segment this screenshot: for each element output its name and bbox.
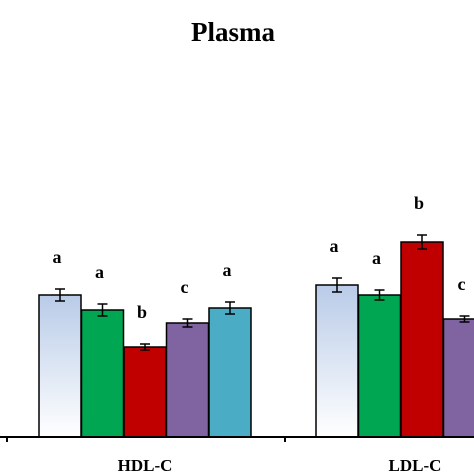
bar-ldl-series-1 [315,284,359,438]
significance-label-hdl-series-3: b [137,302,147,322]
significance-label-hdl-series-1: a [53,247,62,267]
bar-hdl-series-5 [208,307,252,438]
category-label-ldl: LDL-C [389,456,442,474]
plot-area: a a a a b b c c a [38,193,474,438]
bar-ldl-series-4 [442,318,474,438]
bar-hdl-series-3 [123,346,167,438]
significance-label-ldl-series-4: c [458,274,466,294]
category-label-hdl: HDL-C [118,456,173,474]
significance-label-hdl-series-4: c [181,277,189,297]
significance-label-ldl-series-1: a [330,236,339,256]
significance-label-hdl-series-5: a [223,260,232,280]
bar-ldl-series-3 [400,241,444,438]
significance-label-hdl-series-2: a [95,262,104,282]
bar-hdl-series-4 [165,322,210,438]
chart-title: Plasma [191,17,275,47]
bar-hdl-series-2 [80,309,125,438]
bar-hdl-series-1 [38,294,82,438]
significance-label-ldl-series-2: a [372,248,381,268]
bar-ldl-series-2 [357,294,402,438]
significance-label-ldl-series-3: b [414,193,424,213]
